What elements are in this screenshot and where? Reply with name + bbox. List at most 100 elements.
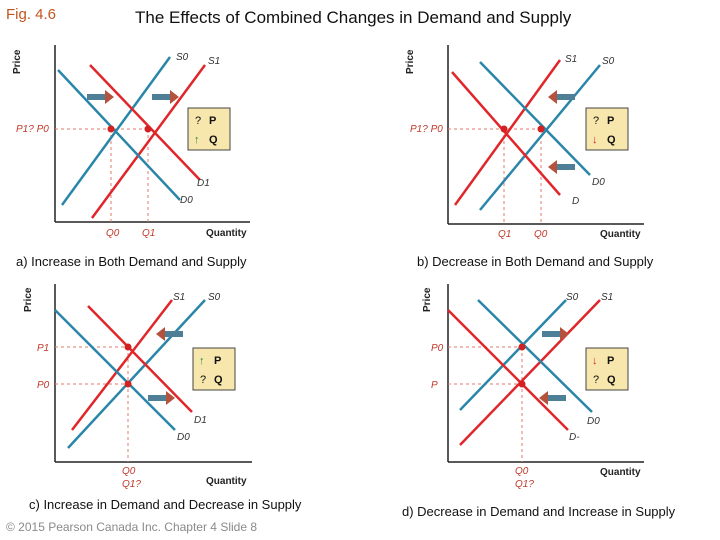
panel-d-box-p-sign: ↓ [592,355,598,367]
panel-a-demand-d1 [89,64,201,181]
panel-d-q1-label: Q1? [515,479,534,490]
panel-b-caption: b) Decrease in Both Demand and Supply [417,254,654,269]
panel-c-equilibrium-0 [124,380,132,388]
panel-c-box-p-sign: ↑ [199,355,205,367]
panel-d-label-d0: D0 [587,416,600,427]
panel-a-supply-shift-arrow [87,90,114,104]
panel-b-y-axis-label: Price [405,49,416,74]
panel-b-summary-box: ? P ↓ Q [585,107,629,151]
panel-c-demand-shift-arrow [148,391,175,405]
panel-b-label-d0: D0 [592,177,605,188]
panel-a-label-s0: S0 [176,52,189,63]
panel-b-demand-d0 [479,61,591,176]
panel-b-box-q: Q [607,134,616,146]
panel-b-demand-d1 [451,71,561,196]
slide-title: The Effects of Combined Changes in Deman… [135,8,572,27]
panel-a-caption: a) Increase in Both Demand and Supply [16,254,247,269]
panel-b-supply-s0 [479,64,601,211]
panel-a-demand-d0 [57,69,181,201]
panel-c-supply-s0 [67,299,206,449]
panel-b-equilibrium-1 [500,125,508,133]
panel-c-label-d1: D1 [194,415,207,426]
panel-d-y-axis-label: Price [422,287,433,312]
panel-d-box-q: Q [607,374,616,386]
panel-b-box-p: P [607,115,614,127]
panel-c-equilibrium-1 [124,343,132,351]
panel-d-supply-shift-arrow [542,327,569,341]
panel-c-box-q: Q [214,374,223,386]
panel-c-supply-shift-arrow [156,327,183,341]
panel-b-q0-label: Q0 [534,229,548,240]
panel-a-box-p: P [209,115,216,127]
panel-a-box-q-sign: ↑ [194,134,200,146]
panel-d-label-d: D- [569,432,580,443]
panel-b-box-p-sign: ? [593,115,599,127]
panel-d-p-label: P [431,380,438,391]
panel-d-supply-s0 [459,299,567,411]
panel-b-supply-shift-arrow [548,90,575,104]
panel-a-label-d1: D1 [197,178,210,189]
panel-c-q1-label: Q1? [122,479,141,490]
panel-a-demand-shift-arrow [152,90,179,104]
panel-a-box-p-sign: ? [195,115,201,127]
figure-label: Fig. 4.6 [6,6,57,23]
panel-c-y-axis-label: Price [23,287,34,312]
footer-copyright: © 2015 Pearson Canada Inc. Chapter 4 Sli… [6,520,258,534]
panel-c-label-s0: S0 [208,292,221,303]
panel-b-box-q-sign: ↓ [592,134,598,146]
panel-a-supply-s1 [90,64,207,219]
panel-d-box-p: P [607,355,614,367]
panel-c-q0-label: Q0 [122,466,136,477]
panel-a-q1-label: Q1 [142,228,155,239]
panel-d-box-q-sign: ? [593,374,599,386]
panel-c-p0-label: P0 [37,380,50,391]
panel-c-label-d0: D0 [177,432,190,443]
panel-d-demand-shift-arrow [539,391,566,405]
panel-c-caption: c) Increase in Demand and Decrease in Su… [29,497,302,512]
panel-a-equilibrium-0 [107,125,115,133]
panel-d-summary-box: ↓ P ? Q [585,347,629,391]
panel-b-supply-s1 [453,59,562,206]
panel-d-demand-d1 [447,309,569,431]
panel-c-x-axis-label: Quantity [206,476,247,487]
panel-b-label-s1: S1 [565,54,577,65]
panel-a-summary-box: ? P ↑ Q [187,107,231,151]
panel-c-demand-d0 [54,309,176,431]
panel-d-demand-d0 [477,299,593,413]
panel-c-box-p: P [214,355,221,367]
panel-d-caption: d) Decrease in Demand and Increase in Su… [402,504,676,519]
panel-b-price-label: P1? P0 [410,124,443,135]
panel-a-equilibrium-1 [144,125,152,133]
panel-b-label-d: D [572,196,579,207]
panel-d-equilibrium-1 [518,380,526,388]
panel-b-equilibrium-0 [537,125,545,133]
panel-a-box-q: Q [209,134,218,146]
panel-d-equilibrium-0 [518,343,526,351]
panel-d-p0-label: P0 [431,343,444,354]
panel-a-label-s1: S1 [208,56,220,67]
panel-a-price-label: P1? P0 [16,124,49,135]
panel-c-summary-box: ↑ P ? Q [192,347,236,391]
panel-c-supply-s1 [71,299,173,431]
panel-b-label-s0: S0 [602,56,615,67]
panel-d-q0-label: Q0 [515,466,529,477]
panel-c-p1-label: P1 [37,343,49,354]
panel-a-label-d0: D0 [180,195,193,206]
panel-a-q0-label: Q0 [106,228,120,239]
panel-d-label-s1: S1 [601,292,613,303]
panel-b-q1-label: Q1 [498,229,511,240]
panel-c-label-s1: S1 [173,292,185,303]
panel-c-box-q-sign: ? [200,374,206,386]
panel-d-label-s0: S0 [566,292,579,303]
panel-c-demand-d1 [87,305,193,413]
panel-a-x-axis-label: Quantity [206,228,247,239]
panel-a-y-axis-label: Price [12,49,23,74]
panel-d-x-axis-label: Quantity [600,467,641,478]
panel-b-x-axis-label: Quantity [600,229,641,240]
panel-d-supply-s1 [459,299,601,446]
panel-b-demand-shift-arrow [548,160,575,174]
